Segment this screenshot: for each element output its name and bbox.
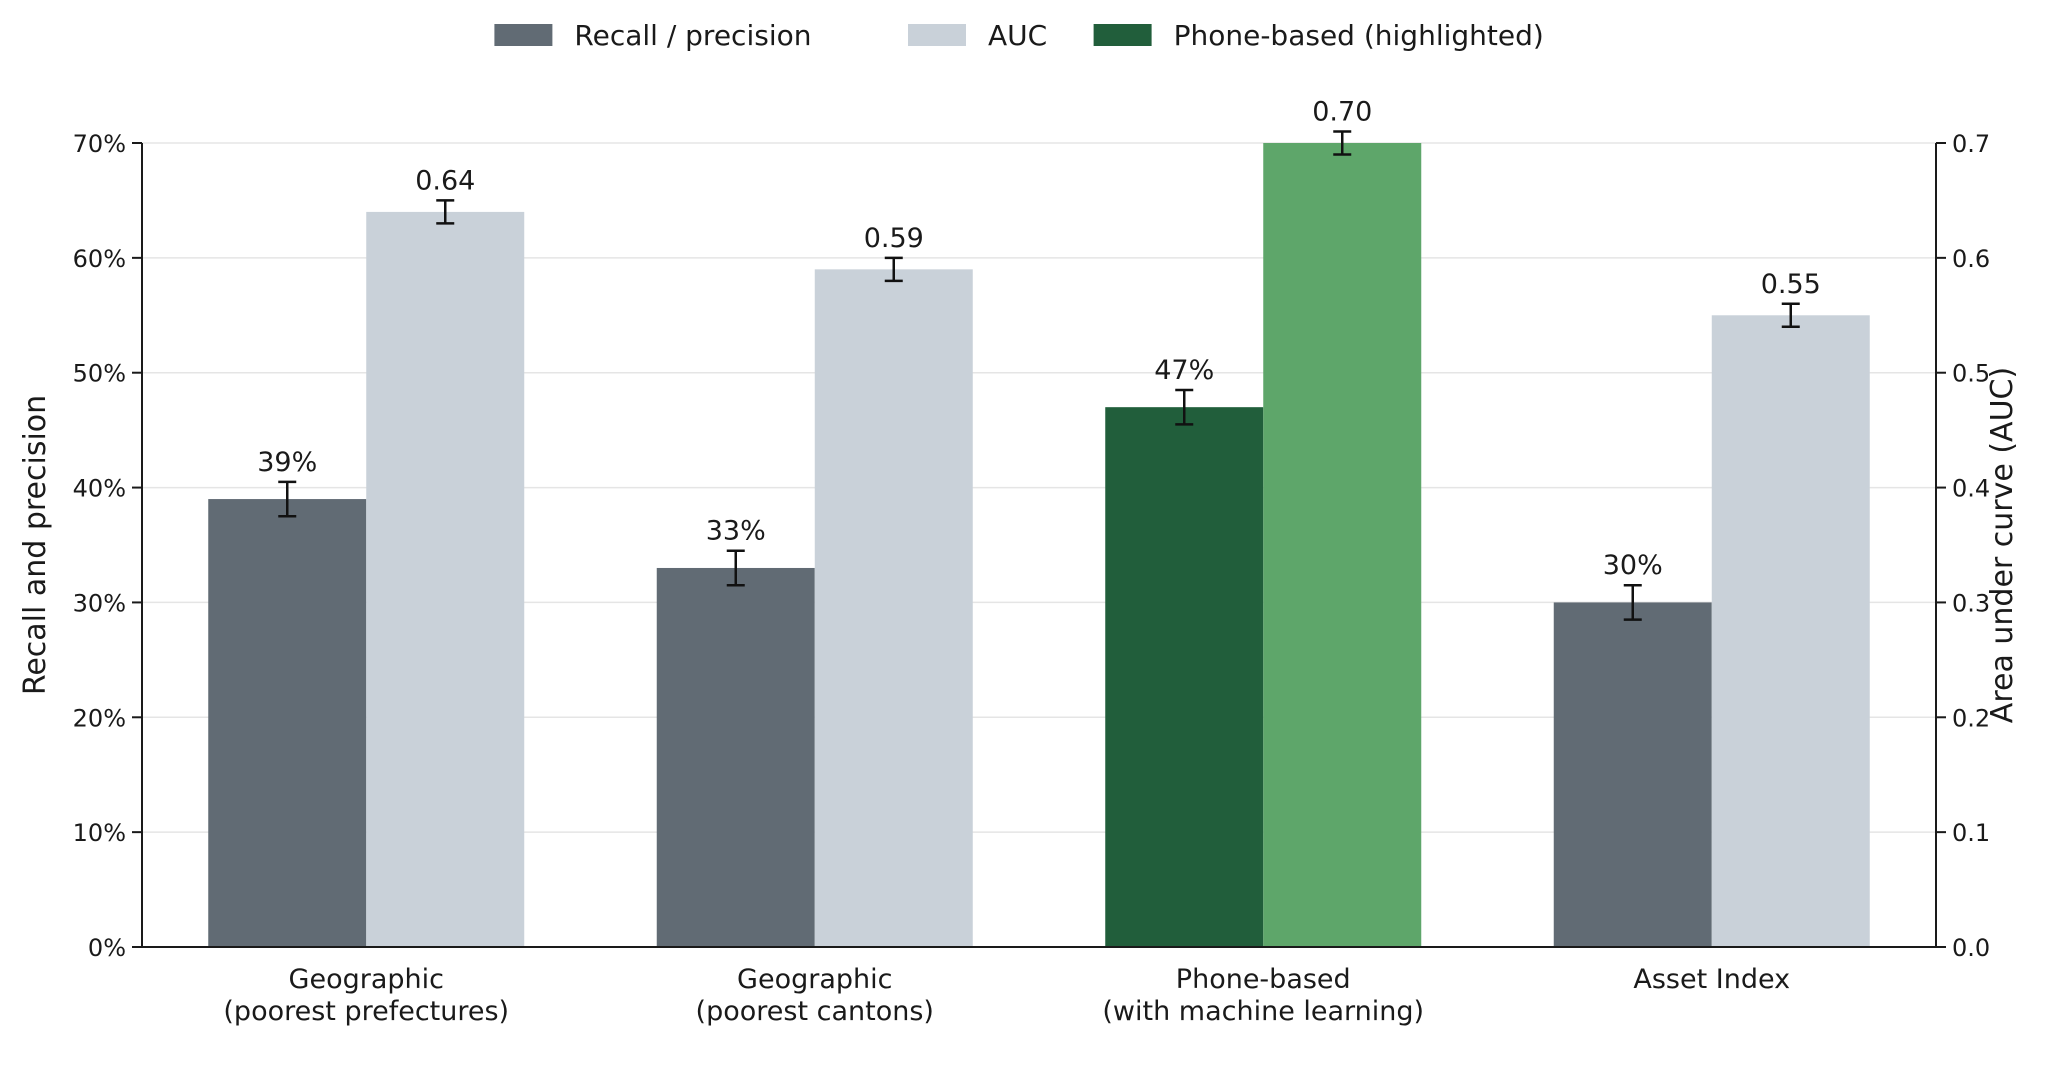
bar-auc-0 xyxy=(366,211,525,947)
category-label: Asset Index xyxy=(1633,964,1790,995)
category-label: Geographic xyxy=(289,964,444,995)
category-sublabel: (poorest cantons) xyxy=(696,996,934,1027)
data-label-recall-0: 39% xyxy=(257,447,317,478)
category-label: Phone-based xyxy=(1176,964,1351,995)
left-tick-label: 10% xyxy=(73,819,126,847)
bar-recall-3 xyxy=(1553,602,1712,947)
bar-recall-0 xyxy=(208,499,367,947)
legend-swatch xyxy=(908,24,966,46)
left-tick-label: 40% xyxy=(73,475,126,503)
legend-swatch xyxy=(494,24,553,46)
legend-item: Phone-based (highlighted) xyxy=(1093,19,1544,52)
category-sublabel: (poorest prefectures) xyxy=(223,996,509,1027)
left-tick-label: 0% xyxy=(88,934,126,962)
data-labels: 39% 0.64 33% 0.59 47% 0.70 30% 0.55 xyxy=(257,97,1821,582)
data-label-recall-1: 33% xyxy=(706,516,766,547)
bar-recall-1 xyxy=(656,567,815,947)
left-tick-label: 70% xyxy=(73,130,126,158)
right-tick-label: 0.4 xyxy=(1952,475,1990,503)
left-tick-label: 20% xyxy=(73,704,126,732)
bar-auc-3 xyxy=(1711,315,1870,947)
data-label-auc-0: 0.64 xyxy=(415,165,475,196)
left-axis-title: Recall and precision xyxy=(18,395,53,695)
legend-label: Recall / precision xyxy=(574,19,811,52)
bar-auc-1 xyxy=(814,269,973,947)
legend-swatch xyxy=(1093,24,1152,46)
error-bar-recall-3 xyxy=(1623,583,1642,621)
left-tick-label: 50% xyxy=(73,360,126,388)
legend-label: AUC xyxy=(988,19,1047,52)
right-tick-label: 0.1 xyxy=(1952,819,1990,847)
category-sublabel: (with machine learning) xyxy=(1102,996,1424,1027)
data-label-auc-3: 0.55 xyxy=(1761,269,1821,300)
right-tick-label: 0.3 xyxy=(1952,589,1990,617)
error-bar-recall-2 xyxy=(1175,388,1194,426)
error-bar-auc-2 xyxy=(1333,130,1352,156)
data-label-auc-1: 0.59 xyxy=(864,223,924,254)
error-bar-auc-0 xyxy=(436,199,455,225)
bar-recall-2 xyxy=(1105,407,1264,948)
left-tick-label: 30% xyxy=(73,589,126,617)
left-tick-label: 60% xyxy=(73,245,126,273)
data-label-recall-3: 30% xyxy=(1603,550,1663,581)
right-axis-title: Area under curve (AUC) xyxy=(1985,367,2020,723)
right-tick-label: 0.0 xyxy=(1952,934,1990,962)
error-bar-auc-3 xyxy=(1781,302,1800,329)
legend-item: Recall / precision xyxy=(494,19,811,52)
bar-auc-2 xyxy=(1263,143,1422,947)
error-bar-recall-1 xyxy=(726,549,745,587)
category-label: Geographic xyxy=(737,964,892,995)
data-label-recall-2: 47% xyxy=(1154,355,1214,386)
legend: Recall / precision AUC Phone-based (highli… xyxy=(494,19,1544,52)
legend-item: AUC xyxy=(908,19,1047,52)
bars xyxy=(208,130,1870,948)
right-tick-label: 0.2 xyxy=(1952,704,1990,732)
error-bar-auc-1 xyxy=(884,256,903,283)
axes: Geographic(poorest prefectures)Geographi… xyxy=(18,130,2020,1027)
legend-label: Phone-based (highlighted) xyxy=(1174,19,1544,52)
right-tick-label: 0.6 xyxy=(1952,245,1990,273)
right-tick-label: 0.5 xyxy=(1952,360,1990,388)
data-label-auc-2: 0.70 xyxy=(1312,97,1372,128)
error-bar-recall-0 xyxy=(278,480,297,518)
right-tick-label: 0.7 xyxy=(1952,130,1990,158)
